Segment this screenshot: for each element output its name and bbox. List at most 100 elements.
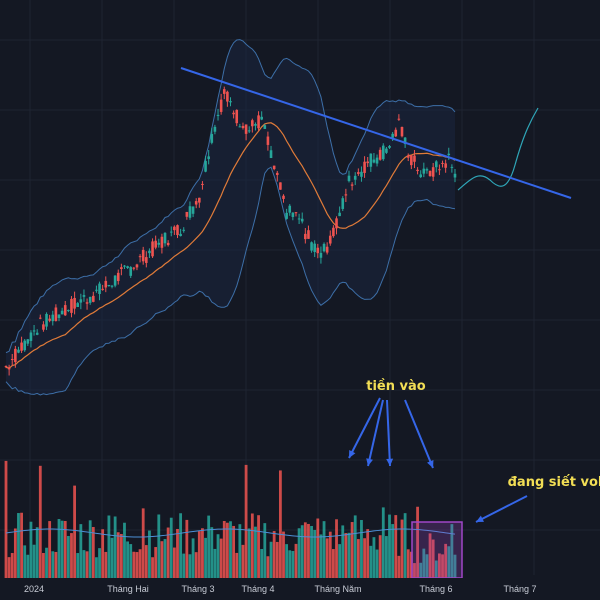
candle-body xyxy=(285,212,288,219)
candle-body xyxy=(42,324,45,330)
candle-body xyxy=(266,136,270,145)
candle-body xyxy=(394,129,398,137)
candle-body xyxy=(453,173,457,178)
volume-bar xyxy=(406,549,410,578)
candle-body xyxy=(403,137,407,145)
volume-bar xyxy=(194,552,198,578)
candle-body xyxy=(79,299,83,303)
candle-body xyxy=(431,167,435,177)
candle-body xyxy=(416,169,419,172)
volume-bar xyxy=(247,528,251,578)
candle-body xyxy=(76,303,80,308)
candle-body xyxy=(169,231,173,233)
volume-bar xyxy=(201,528,204,578)
candle-body xyxy=(288,205,292,213)
volume-bar xyxy=(63,520,67,578)
candle-body xyxy=(229,101,232,103)
volume-bar xyxy=(10,553,14,578)
volume-bar xyxy=(397,555,401,578)
volume-bar xyxy=(172,547,176,578)
candle-body xyxy=(38,317,42,319)
volume-bar xyxy=(51,551,55,578)
candle-body xyxy=(363,161,366,173)
arrow-2-head xyxy=(366,458,373,466)
volume-bar xyxy=(29,521,33,578)
candle-body xyxy=(341,198,345,209)
candle-body xyxy=(222,89,226,94)
volume-bar xyxy=(338,544,342,578)
candle-body xyxy=(291,212,295,217)
candle-body xyxy=(120,267,123,270)
volume-bar xyxy=(403,513,407,578)
arrow-squeeze xyxy=(475,495,528,523)
candle-body xyxy=(145,257,148,263)
volume-bar xyxy=(91,527,95,578)
volume-bar xyxy=(182,553,186,578)
arrow-3 xyxy=(386,399,391,467)
volume-bar xyxy=(341,525,345,578)
volume-bar xyxy=(119,533,123,578)
volume-bar xyxy=(322,521,326,578)
volume-bar xyxy=(416,506,419,578)
candle-body xyxy=(360,171,363,177)
volume-bar xyxy=(300,525,304,578)
volume-bar xyxy=(447,546,451,578)
volume-bar xyxy=(353,515,357,578)
volume-bar xyxy=(266,556,270,578)
candle-body xyxy=(60,310,64,315)
volume-bar xyxy=(126,541,130,578)
x-tick-label: Tháng 6 xyxy=(419,584,452,594)
candle-body xyxy=(232,112,235,115)
volume-bar xyxy=(138,549,142,578)
volume-bar xyxy=(310,526,313,578)
candle-body xyxy=(406,155,410,158)
candle-body xyxy=(154,240,157,248)
candle-body xyxy=(269,150,273,159)
candle-body xyxy=(14,348,17,363)
volume-bar xyxy=(204,537,207,578)
volume-bar xyxy=(244,464,248,578)
volume-bar xyxy=(148,530,151,578)
candle-body xyxy=(313,243,316,253)
candle-body xyxy=(447,153,451,156)
candle-body xyxy=(235,109,239,124)
candle-body xyxy=(182,229,186,231)
volume-bar xyxy=(32,544,36,578)
volume-bar xyxy=(347,532,351,578)
candle-body xyxy=(148,250,151,254)
candle-body xyxy=(279,182,282,190)
volume-bar xyxy=(20,512,23,578)
volume-bar xyxy=(70,533,73,578)
volume-bars xyxy=(4,460,457,578)
candle-body xyxy=(325,246,329,253)
x-axis-band xyxy=(0,578,600,600)
candle-body xyxy=(316,247,320,254)
volume-bar xyxy=(45,547,48,578)
candle-body xyxy=(369,153,373,167)
volume-bar xyxy=(57,519,61,578)
volume-bar xyxy=(13,528,17,578)
volume-bar xyxy=(381,507,385,578)
candle-body xyxy=(441,162,444,164)
candle-body xyxy=(397,118,401,120)
candle-body xyxy=(194,201,198,205)
candle-body xyxy=(107,284,111,286)
arrow-4-head xyxy=(427,460,434,468)
volume-bar xyxy=(110,537,114,578)
candle-body xyxy=(166,242,170,246)
volume-bar xyxy=(453,554,457,578)
volume-bar xyxy=(26,554,30,578)
volume-bar xyxy=(391,524,395,578)
volume-bar xyxy=(450,524,454,578)
candle-body xyxy=(123,265,126,267)
candle-body xyxy=(372,159,376,163)
candle-body xyxy=(388,145,391,148)
volume-bar xyxy=(23,545,27,578)
candle-body xyxy=(101,288,104,290)
candle-body xyxy=(438,169,441,171)
volume-bar xyxy=(291,551,295,578)
candle-body xyxy=(391,133,394,138)
candle-body xyxy=(251,120,254,127)
volume-bar xyxy=(294,543,298,578)
